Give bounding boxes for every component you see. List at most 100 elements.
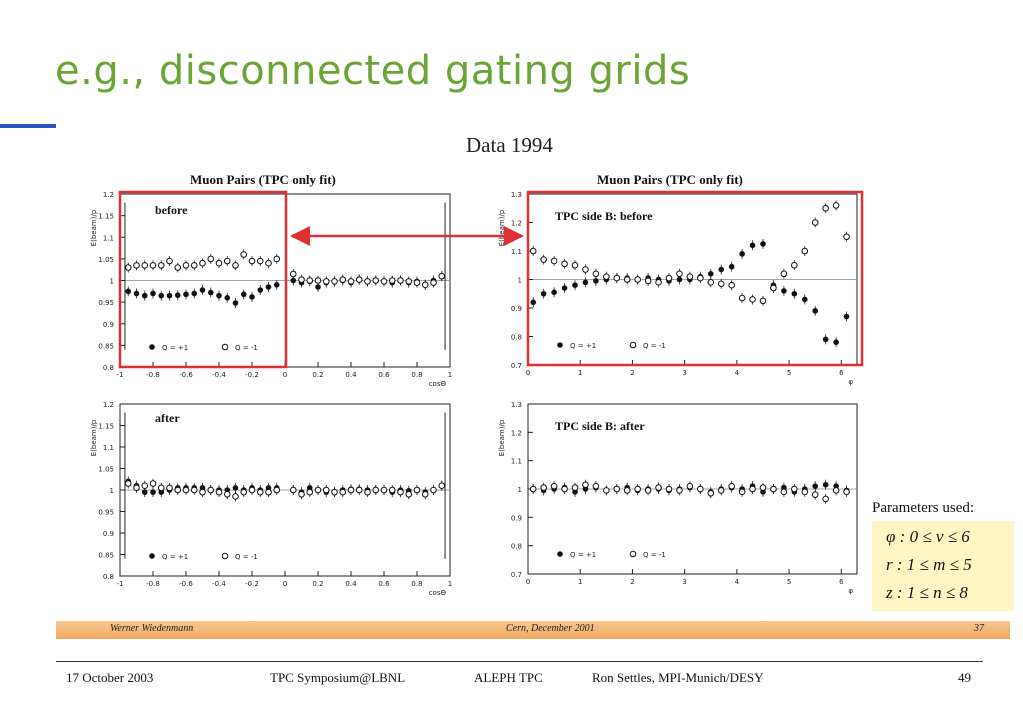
data-point-q-plus xyxy=(232,300,239,306)
data-point-q-minus xyxy=(298,276,305,283)
y-tick-label: 1.15 xyxy=(98,213,114,221)
x-axis-label: cosΘ xyxy=(429,589,447,597)
data-point-q-minus xyxy=(561,485,568,493)
data-point-q-plus xyxy=(158,292,165,299)
data-point-q-minus xyxy=(133,262,140,269)
x-tick-label: -0.2 xyxy=(245,371,259,379)
x-tick-label: 0.8 xyxy=(411,371,422,379)
data-point-q-minus xyxy=(347,486,355,494)
data-point-q-minus xyxy=(355,486,363,494)
data-point-q-minus xyxy=(759,484,767,491)
legend-label-q-plus: Q = +1 xyxy=(162,553,188,561)
x-tick-label: -0.2 xyxy=(245,580,259,588)
data-point-q-minus xyxy=(190,262,198,269)
data-point-q-minus xyxy=(438,482,446,490)
data-point-q-minus xyxy=(298,491,305,498)
data-point-q-minus xyxy=(430,279,437,286)
x-tick-label: -1 xyxy=(117,580,124,588)
y-axis-label: E(beam)/p xyxy=(498,209,506,246)
data-point-q-minus xyxy=(273,486,281,494)
data-point-q-plus xyxy=(572,282,578,289)
data-point-q-plus xyxy=(290,277,297,284)
x-tick-label: 0.2 xyxy=(312,580,323,588)
x-axis-label: φ xyxy=(848,378,853,386)
data-point-q-minus xyxy=(215,259,223,267)
data-point-q-plus xyxy=(240,291,247,298)
data-point-q-plus xyxy=(822,336,829,343)
x-tick-label: -0.4 xyxy=(212,580,226,588)
data-point-q-plus xyxy=(166,292,173,299)
data-point-q-minus xyxy=(759,297,767,305)
x-tick-label: 0.8 xyxy=(411,580,422,588)
data-point-q-minus xyxy=(174,264,182,271)
y-tick-label: 0.9 xyxy=(103,321,114,329)
footer-page-number: 49 xyxy=(958,670,971,685)
panel-label: TPC side B: before xyxy=(555,209,653,223)
data-point-q-plus xyxy=(540,290,547,297)
x-tick-label: -1 xyxy=(117,371,124,379)
data-point-q-minus xyxy=(665,274,673,282)
x-tick-label: 3 xyxy=(682,369,686,377)
data-point-q-minus xyxy=(738,488,746,496)
y-tick-label: 0.95 xyxy=(98,509,114,517)
footer-date: 17 October 2003 xyxy=(66,670,154,685)
data-point-q-minus xyxy=(413,486,421,494)
data-point-q-minus xyxy=(571,261,579,269)
x-tick-label: 0.6 xyxy=(378,371,390,379)
data-point-q-plus xyxy=(150,290,156,297)
x-tick-label: 0.6 xyxy=(378,580,390,588)
data-point-q-plus xyxy=(133,290,140,297)
params-box: φ : 0 ≤ ν ≤ 6 r : 1 ≤ m ≤ 5 z : 1 ≤ n ≤ … xyxy=(872,521,1014,611)
data-point-q-minus xyxy=(665,485,673,493)
data-point-q-minus xyxy=(623,487,631,494)
data-point-q-minus xyxy=(306,488,314,496)
y-tick-label: 1.05 xyxy=(98,466,114,474)
data-point-q-plus xyxy=(801,296,808,303)
y-tick-label: 1.3 xyxy=(511,401,522,409)
y-tick-label: 1 xyxy=(110,278,114,286)
y-tick-label: 1.2 xyxy=(103,191,114,199)
param-z: z : 1 ≤ n ≤ 8 xyxy=(886,583,968,602)
band-venue: Cern, December 2001 xyxy=(506,623,595,634)
param-phi: φ : 0 ≤ ν ≤ 6 xyxy=(886,527,970,546)
data-point-q-minus xyxy=(529,247,537,255)
data-point-q-minus xyxy=(644,487,652,494)
data-point-q-plus xyxy=(530,299,537,306)
data-point-q-minus xyxy=(248,257,256,265)
data-point-q-minus xyxy=(256,488,264,496)
data-point-q-minus xyxy=(801,247,809,255)
legend-label-q-plus: Q = +1 xyxy=(570,342,596,350)
legend-marker-q-minus xyxy=(221,552,229,560)
data-point-q-minus xyxy=(571,484,579,491)
data-point-q-minus xyxy=(430,486,437,494)
legend-label-q-minus: Q = -1 xyxy=(643,551,666,559)
data-point-q-plus xyxy=(273,282,280,288)
data-point-q-plus xyxy=(141,489,148,495)
panel-label: before xyxy=(155,203,188,217)
data-point-q-minus xyxy=(749,485,756,493)
data-point-q-plus xyxy=(707,271,714,277)
data-point-q-minus xyxy=(592,482,600,490)
figure-subtitle: Data 1994 xyxy=(466,133,553,157)
y-tick-label: 1 xyxy=(518,486,522,494)
data-point-q-minus xyxy=(207,255,215,263)
panel-tl-title: Muon Pairs (TPC only fit) xyxy=(190,172,336,187)
data-point-q-minus xyxy=(331,488,338,496)
data-point-q-minus xyxy=(603,273,610,280)
data-point-q-minus xyxy=(780,270,788,278)
data-point-q-minus xyxy=(306,277,314,284)
y-tick-label: 1.2 xyxy=(103,401,114,409)
data-point-q-plus xyxy=(593,278,599,284)
data-point-q-minus xyxy=(207,486,215,494)
data-point-q-minus xyxy=(289,270,297,278)
data-point-q-minus xyxy=(149,480,157,487)
x-tick-label: 5 xyxy=(787,369,791,377)
data-point-q-minus xyxy=(843,488,850,496)
data-point-q-minus xyxy=(215,488,223,496)
legend-marker-q-minus xyxy=(221,343,229,351)
data-point-q-minus xyxy=(232,493,239,500)
data-point-q-minus xyxy=(421,281,429,289)
data-point-q-plus xyxy=(141,292,148,299)
data-point-q-minus xyxy=(199,259,206,267)
legend-marker-q-minus xyxy=(629,550,637,558)
